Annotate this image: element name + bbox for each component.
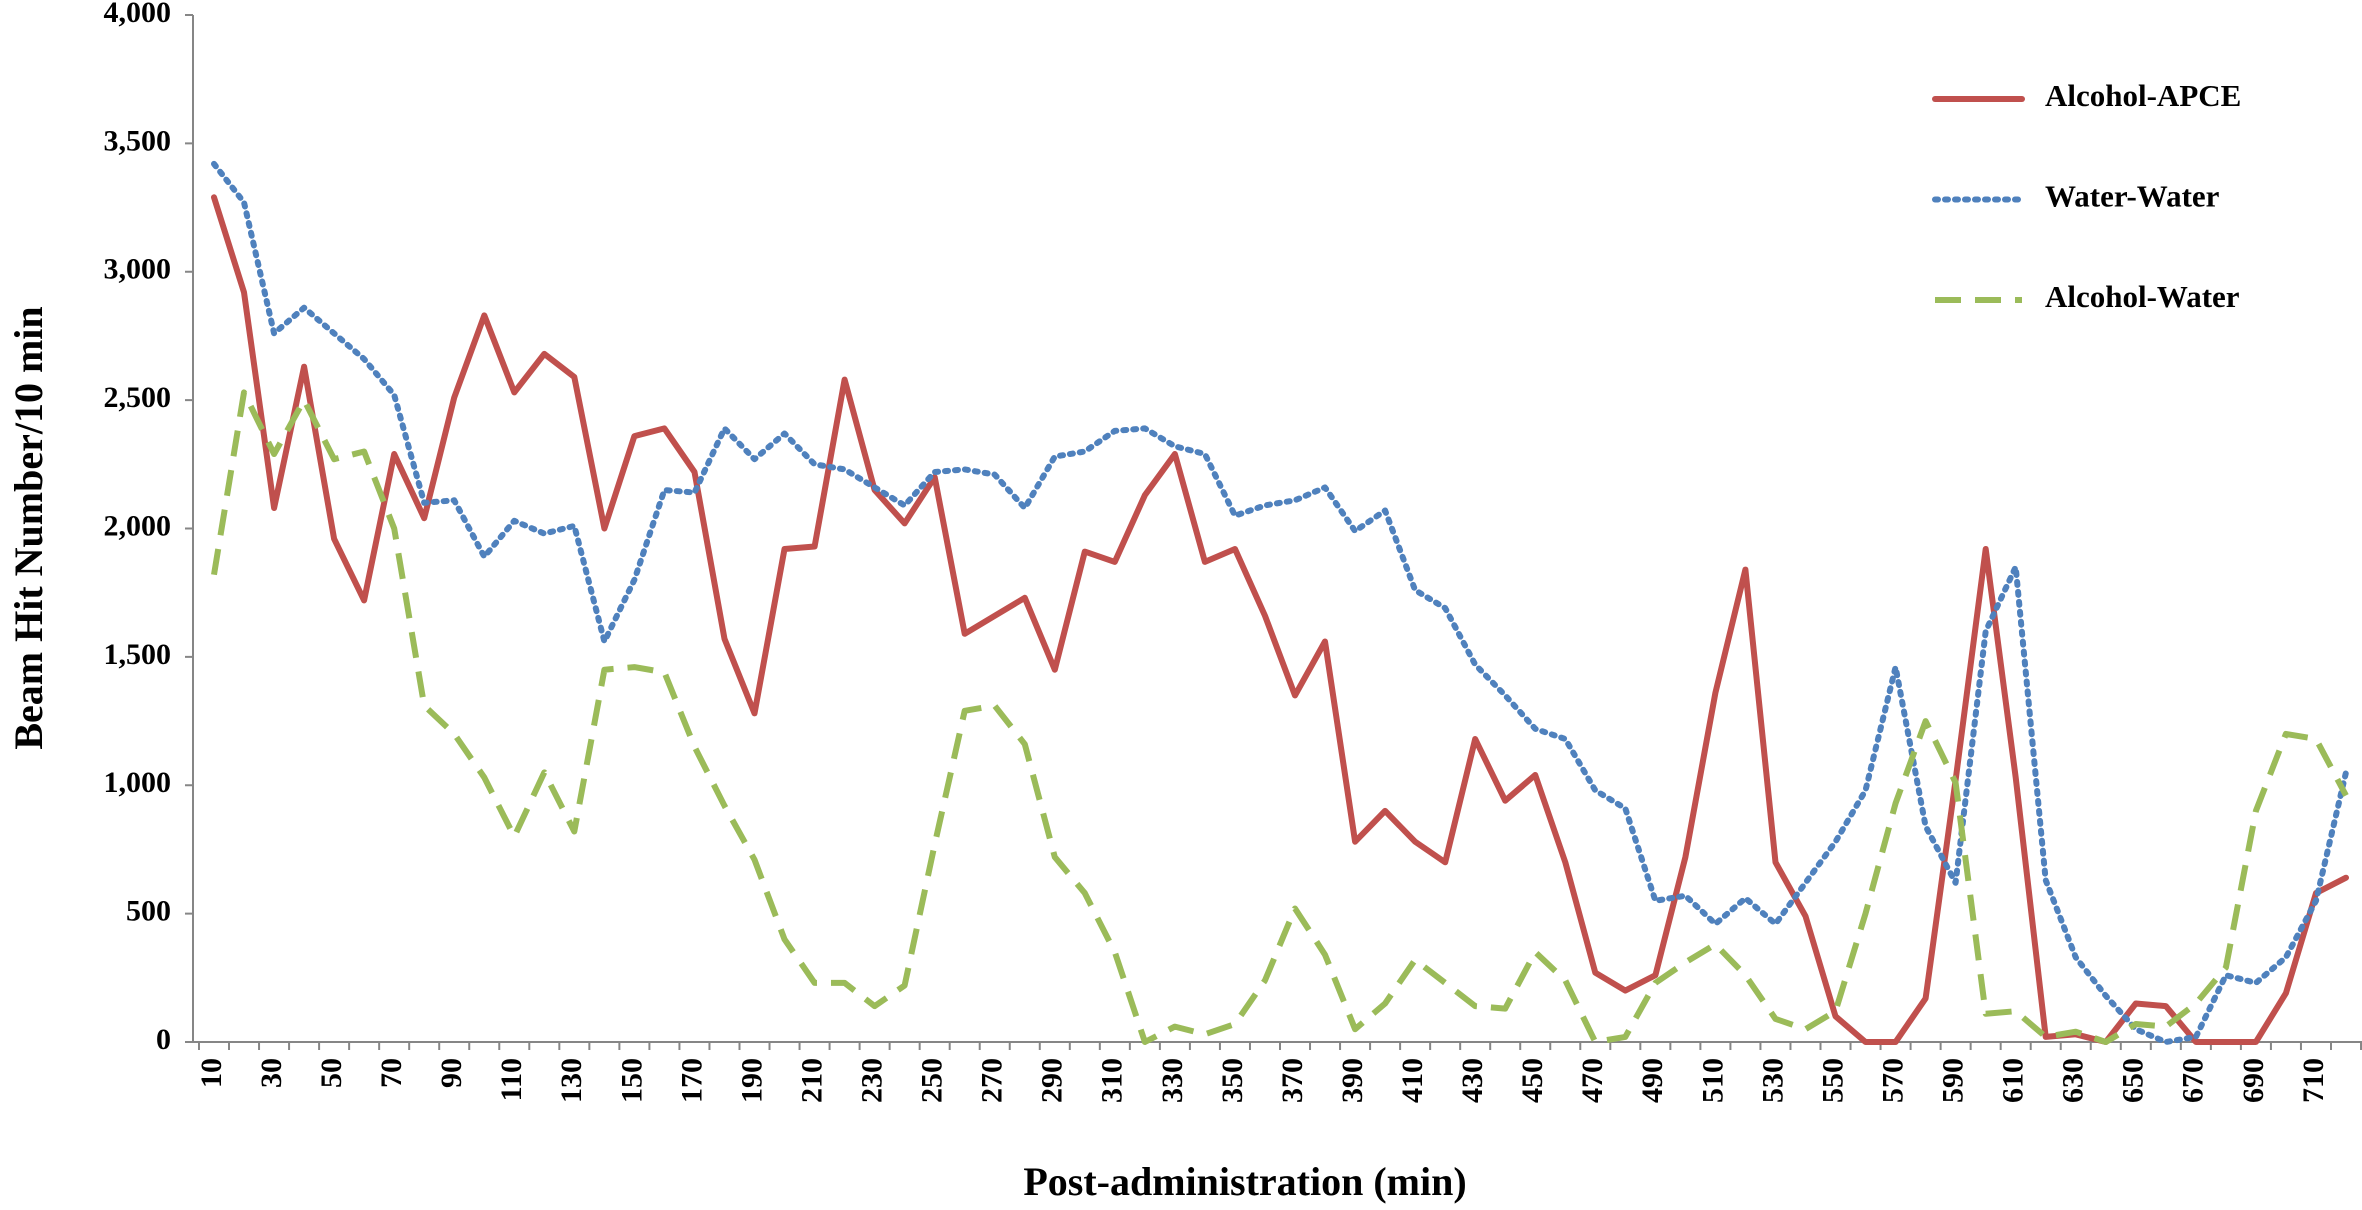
x-tick-label: 210 <box>795 1058 828 1103</box>
legend-label: Alcohol-APCE <box>2045 78 2241 113</box>
x-tick-label: 590 <box>1937 1058 1970 1103</box>
x-tick-label: 710 <box>2297 1058 2330 1103</box>
y-tick-label: 1,500 <box>104 638 172 671</box>
x-tick-label: 150 <box>615 1058 648 1103</box>
x-tick-label: 650 <box>2117 1058 2150 1103</box>
series-line <box>211 194 2349 1045</box>
x-tick-label: 570 <box>1876 1058 1909 1103</box>
x-tick-label: 630 <box>2057 1058 2090 1103</box>
x-tick-label: 170 <box>675 1058 708 1103</box>
x-tick-label: 490 <box>1636 1058 1669 1103</box>
x-tick-label: 50 <box>315 1058 348 1088</box>
y-tick-label: 3,000 <box>104 253 172 286</box>
legend-label: Alcohol-Water <box>2045 279 2240 314</box>
x-tick-label: 530 <box>1756 1058 1789 1103</box>
x-tick-label: 330 <box>1156 1058 1189 1103</box>
x-tick-label: 230 <box>856 1058 889 1103</box>
y-tick-label: 4,000 <box>104 0 172 29</box>
series-line <box>211 160 2349 1045</box>
x-tick-label: 470 <box>1576 1058 1609 1103</box>
legend-label: Water-Water <box>2045 179 2220 214</box>
x-tick-label: 90 <box>435 1058 468 1088</box>
x-tick-label: 430 <box>1456 1058 1489 1103</box>
x-axis-title: Post-administration (min) <box>1023 1159 1466 1204</box>
y-tick-label: 3,500 <box>104 124 172 157</box>
y-tick-label: 500 <box>126 895 171 928</box>
x-tick-label: 550 <box>1816 1058 1849 1103</box>
x-tick-label: 450 <box>1516 1058 1549 1103</box>
x-tick-label: 350 <box>1216 1058 1249 1103</box>
x-tick-label: 510 <box>1696 1058 1729 1103</box>
x-tick-label: 410 <box>1396 1058 1429 1103</box>
y-tick-label: 2,500 <box>104 381 172 414</box>
x-tick-label: 670 <box>2177 1058 2210 1103</box>
y-tick-label: 0 <box>156 1023 171 1056</box>
x-tick-label: 390 <box>1336 1058 1369 1103</box>
x-tick-label: 130 <box>555 1058 588 1103</box>
x-tick-label: 110 <box>495 1058 528 1101</box>
x-tick-label: 290 <box>1036 1058 1069 1103</box>
x-tick-label: 690 <box>2237 1058 2270 1103</box>
y-tick-label: 2,000 <box>104 509 172 542</box>
x-tick-label: 270 <box>976 1058 1009 1103</box>
series-line <box>211 389 2349 1045</box>
x-tick-label: 70 <box>375 1058 408 1088</box>
x-tick-label: 10 <box>195 1058 228 1088</box>
x-tick-label: 610 <box>1997 1058 2030 1103</box>
x-tick-label: 30 <box>255 1058 288 1088</box>
x-tick-label: 190 <box>735 1058 768 1103</box>
y-tick-label: 1,000 <box>104 766 172 799</box>
x-tick-label: 310 <box>1096 1058 1129 1103</box>
x-tick-label: 250 <box>916 1058 949 1103</box>
y-axis-title: Beam Hit Number/10 min <box>6 306 51 749</box>
x-tick-label: 370 <box>1276 1058 1309 1103</box>
